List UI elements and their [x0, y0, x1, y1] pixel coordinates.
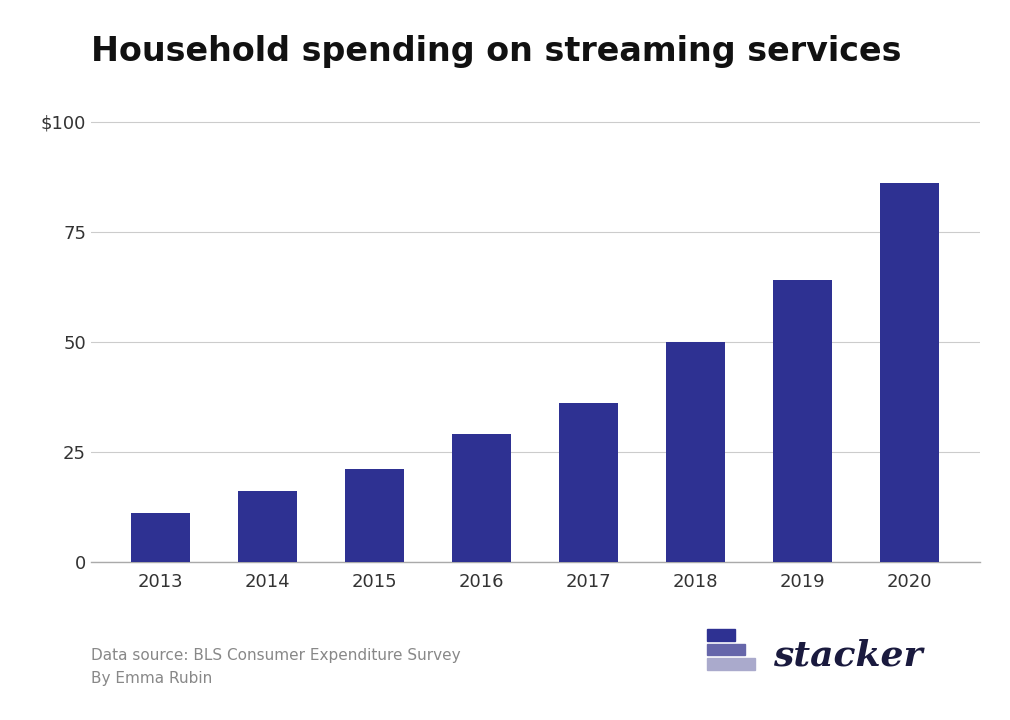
- Text: stacker: stacker: [773, 638, 922, 672]
- Bar: [452, 434, 511, 562]
- Bar: [560, 403, 618, 562]
- Bar: [881, 183, 939, 562]
- Bar: [667, 341, 725, 562]
- Text: Household spending on streaming services: Household spending on streaming services: [91, 35, 901, 68]
- Bar: [131, 513, 190, 562]
- Text: Data source: BLS Consumer Expenditure Survey
By Emma Rubin: Data source: BLS Consumer Expenditure Su…: [91, 648, 461, 686]
- Bar: [774, 280, 832, 562]
- Bar: [345, 469, 404, 562]
- Bar: [238, 491, 297, 562]
